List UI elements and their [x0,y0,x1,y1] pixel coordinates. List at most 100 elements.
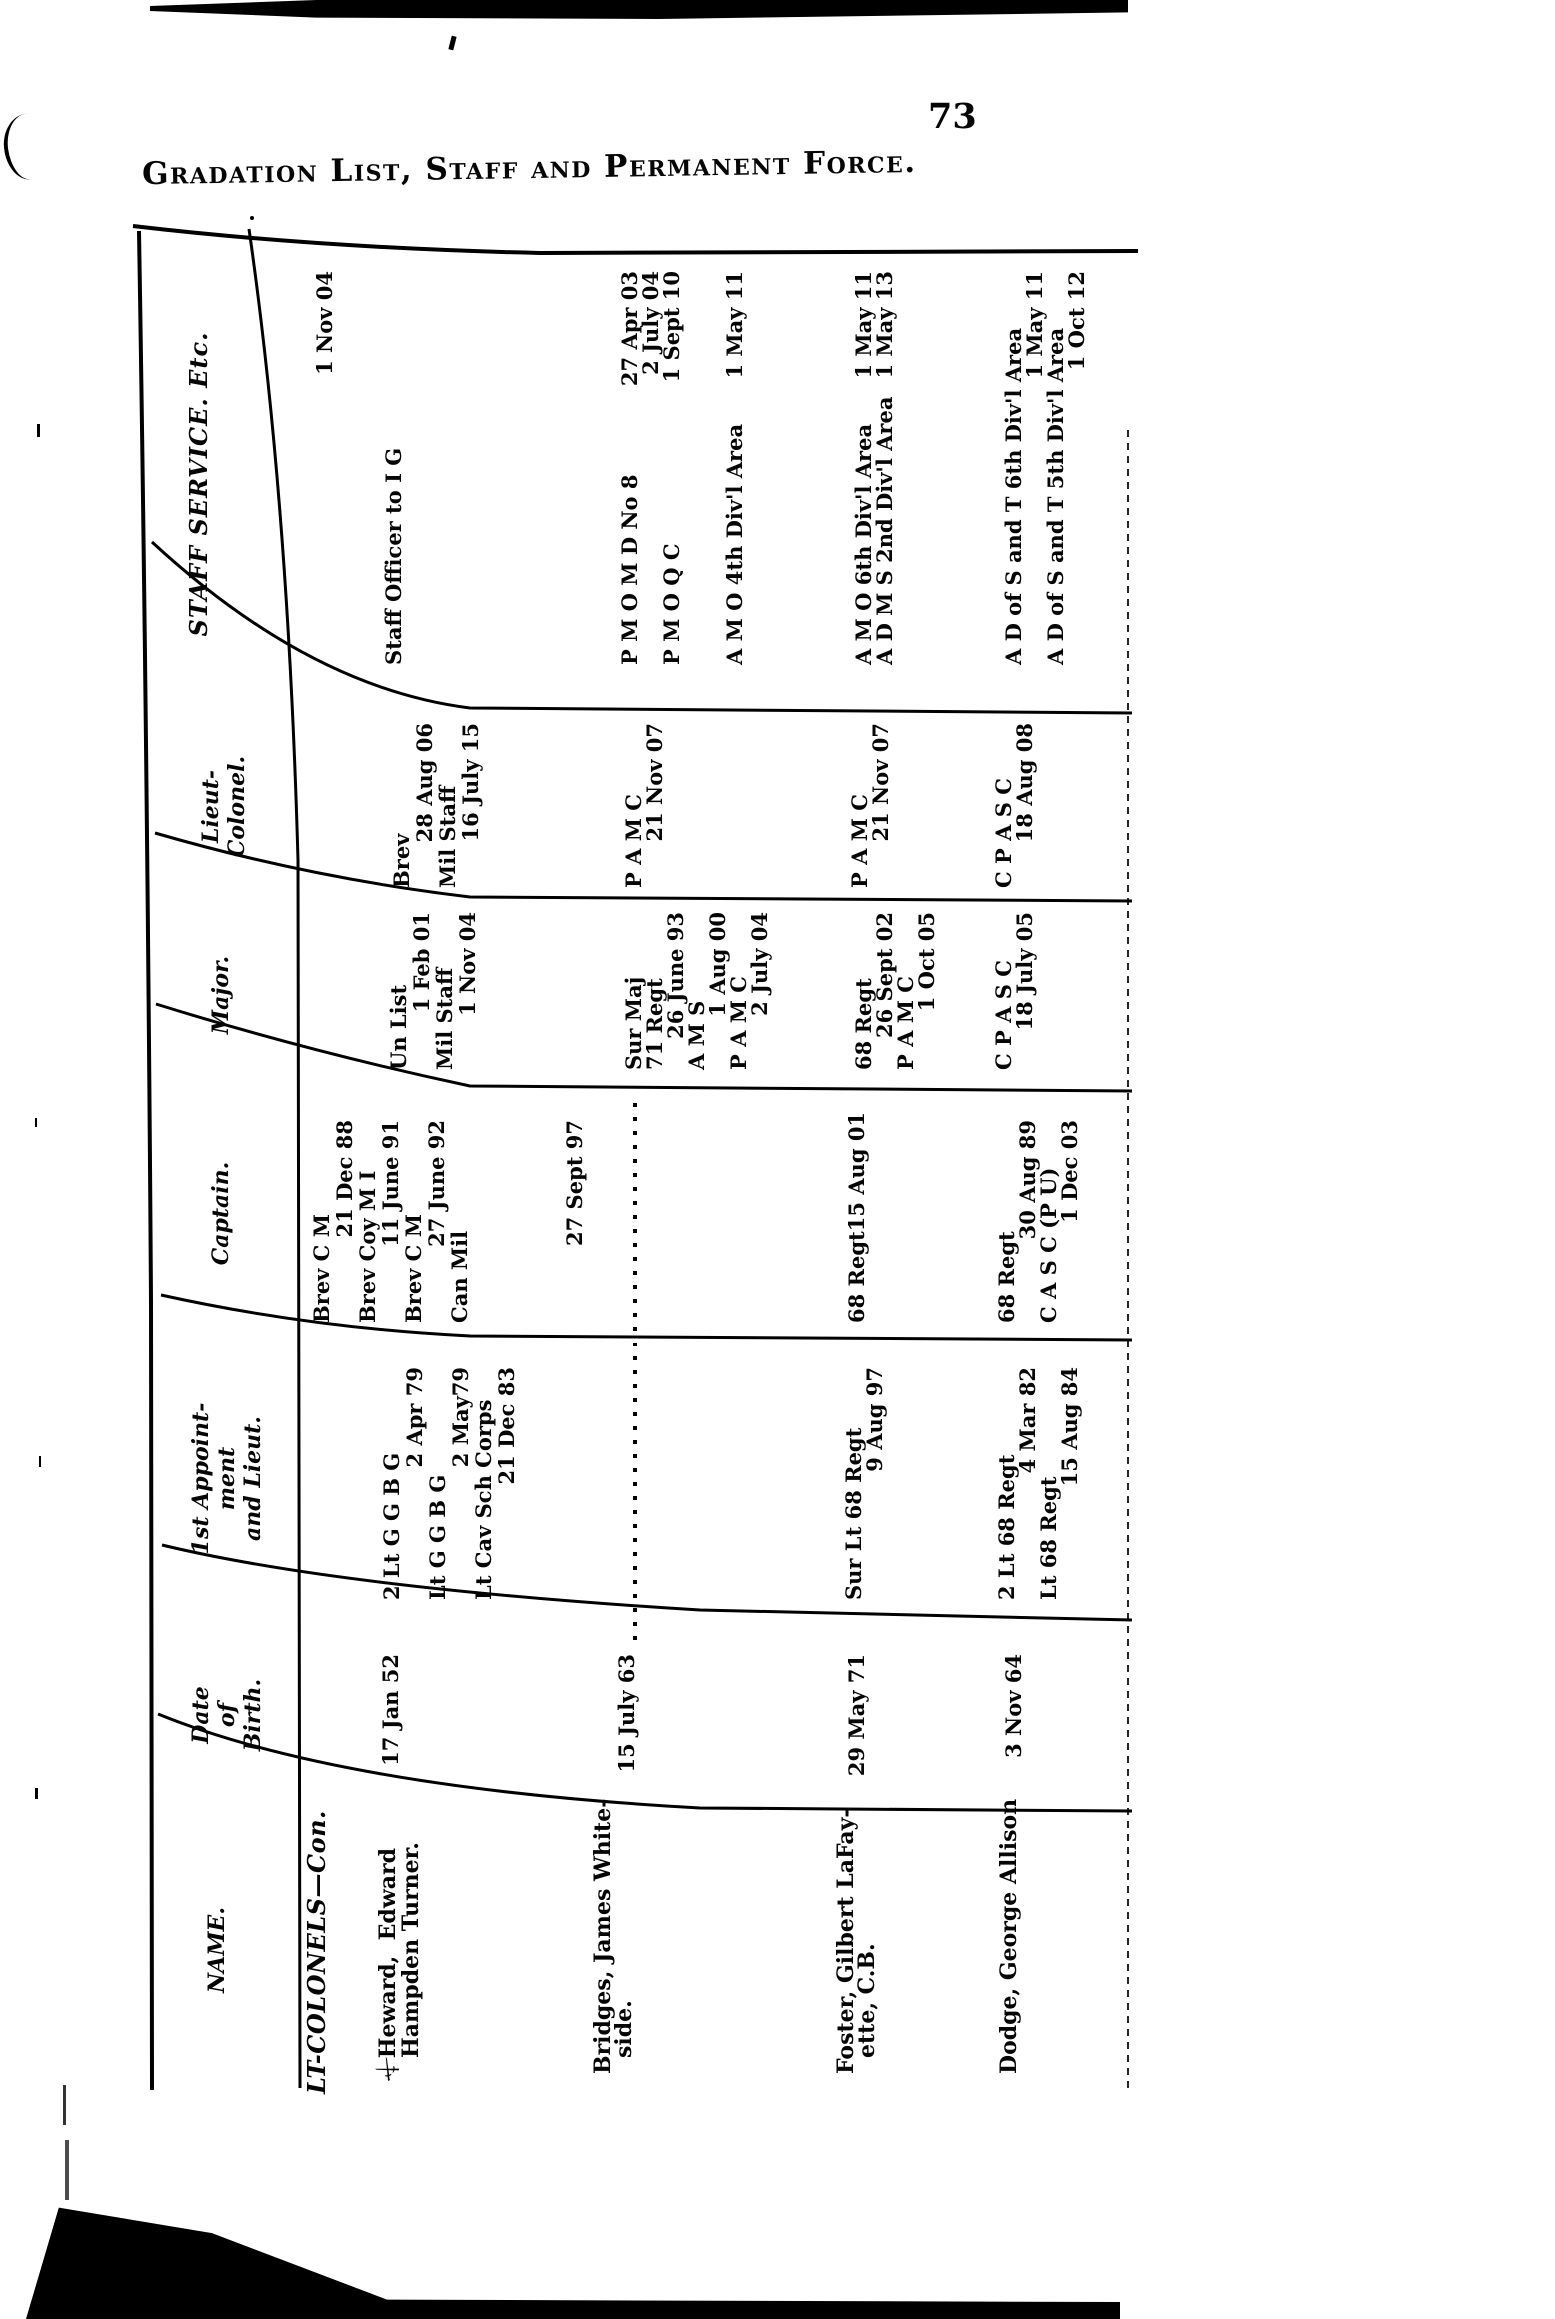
entry-line: 18 Aug 08 [1012,723,1037,888]
entry-line: 21 Dec 83 [494,1367,519,1600]
entry-line: 21 Dec 88 [332,1120,357,1323]
entry-line: 30 Aug 89 [1015,1120,1040,1323]
column-header-line: ment [214,1446,240,1511]
entry-text: P M O M D No 8 [617,474,642,665]
entry-line: Sur Maj [621,976,646,1070]
column-header-line: of [214,1702,240,1728]
column-header-line: Major. [208,955,234,1035]
entry-date: 16 July 15 [458,723,483,842]
table-row-foster: Foster, Gilbert LaFay-ette, C.B. 29 May 7… [830,255,952,2090]
entry-text: A D M S 2nd Div'l Area [872,396,897,665]
entry-line: 2 July 04 [747,912,772,1070]
entry-date: 1 Nov 04 [455,912,480,1016]
entry-date: 1 Oct 12 [1064,271,1089,371]
entry-date: 18 July 05 [1012,912,1037,1031]
entry-line: 68 Regt [851,978,876,1070]
entry-date: 1 Nov 04 [312,271,337,375]
table-row-bridges: Bridges, James White-side. 15 July 63 Sur … [587,255,801,2090]
cell-staff: P M O M D No 8 27 Apr 03 2 July 04 P M O Q … [617,255,747,713]
entry-line: 2 Apr 79 [402,1367,427,1600]
entry-line: 4 Mar 82 [1015,1367,1040,1600]
entry-line: 1 May 11 [1022,271,1047,665]
entry-date: 21 Nov 07 [642,723,667,842]
entry-line: 16 July 15 [458,723,483,888]
entry-date: 2 Apr 79 [402,1367,427,1468]
entry-line: Lt 68 Regt [1036,1476,1061,1600]
cell-ltcol: P A M C 21 Nov 07 [847,713,893,900]
entry-line: 2 Lt 68 Regt [994,1454,1019,1600]
name-line: ⚔Heward, Edward [370,1848,407,2089]
name-line: Dodge, George Allison [996,1798,1022,2074]
entry-line: C A S C (P U) [1036,1167,1061,1323]
column-header-major: Major. [208,900,234,1090]
entry-date: 1 Oct 05 [914,912,939,1012]
entry-line: 26 Sept 02 [872,912,897,1070]
column-header-dob: Date of Birth. [188,1620,266,1810]
entry-line: 27 June 92 [424,1120,449,1323]
column-header-name: NAME. [204,1816,230,2084]
page-title: Gradation List, Staff and Permanent Forc… [141,143,917,193]
column-header-line: Colonel. [224,755,250,858]
cell-appt: 2 Lt 68 Regt 4 Mar 82 Lt 68 Regt 15 Aug 84 [994,1337,1082,1620]
entry-date: 2 July 04 [638,271,663,375]
cell-major: Un List 1 Feb 01 Mil Staff 1 Nov 04 [386,900,480,1090]
entry-text: A M O 4th Div'l Area [722,423,747,665]
entry-line [471,1120,494,1323]
entry-line: 21 Nov 07 [642,723,667,888]
entry-line: 26 June 93 [663,912,688,1070]
entry-line: Sur Lt 68 Regt [841,1427,866,1600]
entry-line: 27 Sept 97 [562,1120,587,1323]
entry-line: Brev [389,833,414,888]
column-header-appt: 1st Appoint-ment and Lieut. [188,1337,266,1620]
cell-capt: Brev C M 21 Dec 88 Brev Coy M I 11 June 91 B… [309,1090,587,1337]
cell-name: Dodge, George Allison [996,1798,1022,2084]
entry-line: Un List [386,984,411,1070]
entry-line: A M O 6th Div'l Area 1 May 11 [851,271,876,665]
dob-line: 17 Jan 52 [378,1654,403,1766]
entry-line [494,1120,517,1323]
entry-line: 1 Oct 05 [914,912,939,1070]
entry-line: P M O M D No 8 27 Apr 03 [617,271,642,665]
column-header-staff: STAFF SERVICE. Etc. [184,255,213,713]
entry-line: P A M C [893,976,918,1070]
entry-date: 1 May 11 [851,271,876,379]
table-row-dodge: Dodge, George Allison 3 Nov 64 2 Lt 68 Reg… [985,255,1113,2090]
column-header-capt: Captain. [208,1090,234,1337]
cell-staff: 1 Nov 04 Staff Officer to I G [312,255,406,713]
entry-line [517,1120,540,1323]
entry-text: P M O Q C [659,543,684,665]
dob-line: 29 May 71 [844,1654,869,1777]
entry-line: 2 Lt G G B G [379,1452,404,1600]
entry-date: 1 May 11 [1022,271,1047,379]
entry-date: 26 Sept 02 [872,912,897,1038]
entry-line: 1 Feb 01 [409,912,434,1070]
cell-name: Foster, Gilbert LaFay-ette, C.B. [833,1808,880,2084]
entry-date: 11 June 91 [378,1120,403,1247]
entry-date: 28 Aug 06 [412,723,437,843]
name-line: side. [611,2000,637,2058]
entry-line: 1 Nov 04 [312,271,337,665]
entry-date: 18 Aug 08 [1012,723,1037,843]
dob-line: 15 July 63 [614,1654,639,1773]
cell-staff: A D of S and T 6th Div'l Area 1 May 11 A D… [1001,255,1089,713]
entry-date: 15 Aug 84 [1057,1367,1082,1487]
entry-line [540,1120,563,1323]
column-header-line: STAFF SERVICE. Etc. [184,331,213,637]
name-line: ette, C.B. [854,1943,880,2058]
entry-date: 1 Aug 00 [705,912,730,1017]
entry-line: Mil Staff [432,967,457,1070]
entry-date: 9 Aug 97 [862,1367,887,1472]
entry-line: Lt G G B G [425,1474,450,1600]
entry-line: 68 Regt [994,1231,1019,1323]
entry-date: 1 May 11 [722,271,747,379]
entry-line: 18 July 05 [1012,912,1037,1070]
column-header-line: Lieut- [198,769,224,844]
scan-speck [65,2140,69,2200]
entry-line: 15 Aug 84 [1057,1367,1082,1600]
scan-speck [39,1456,41,1467]
entry-line: 9 Aug 97 [862,1367,887,1600]
entry-line: Staff Officer to I G [381,447,406,665]
rotated-table-host: NAME. Date of Birth. 1st Appoint-ment and Lie… [146,255,1555,2094]
